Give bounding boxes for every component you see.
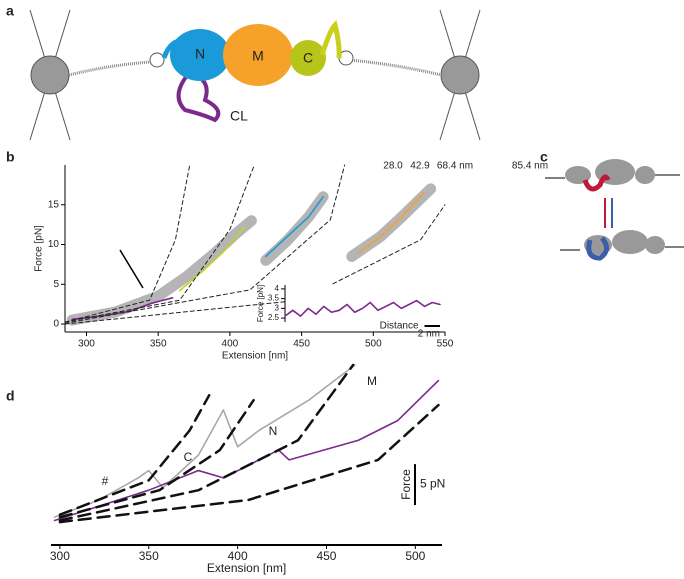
annotation: N [269,424,278,438]
x-tick-label: 300 [78,339,95,350]
trace [64,164,191,323]
x-axis-label: Extension [nm] [222,351,288,362]
cl-loop [176,70,221,123]
trace [53,379,440,522]
trace [58,403,440,524]
trace [358,192,425,254]
domain-label: N [195,46,205,62]
x-axis-label: Extension [nm] [207,561,286,575]
trace [58,363,355,522]
y-tick-label: 5 [53,279,59,290]
domain-c [290,40,326,76]
domain [565,166,591,184]
y-tick-label: 0 [53,319,59,330]
trace [53,364,356,518]
protein-diagram: N M C CL [29,9,481,141]
annotation: 85.4 nm [512,161,548,172]
linker-label: CL [230,108,248,124]
trace [64,164,346,324]
annotation: 28.0 [383,161,403,172]
inset-frame [284,284,441,323]
trace [64,164,255,323]
x-tick-label: 500 [405,549,425,563]
domain-n [170,29,230,81]
trace [58,394,211,516]
dna-handle [349,58,442,77]
linker-bead [149,52,165,68]
dna-handle [68,60,151,77]
x-tick-label: 400 [228,549,248,563]
y-tick-label: 3 [275,303,280,312]
bead [440,55,480,95]
folded-cl [586,236,609,261]
y-tick-label: 10 [48,239,60,250]
unfolded-cl [582,174,611,192]
y-tick-label: 4 [275,284,280,293]
trace [264,196,324,258]
x-axis-label: Distance [380,321,419,332]
domain [645,236,665,254]
y-tick-label: 15 [48,199,60,210]
domain-label: C [303,50,313,66]
annotation: 68.4 nm [437,161,473,172]
panel-labels: a b c d [6,3,548,404]
x-tick-label: 350 [150,339,167,350]
x-tick-label: 450 [293,339,310,350]
annotation: 42.9 [410,161,430,172]
bead [30,55,70,95]
trace [66,215,257,326]
x-tick-label: 550 [437,339,454,350]
domain [635,166,655,184]
trace [284,299,441,317]
x-tick-label: 350 [139,549,159,563]
annotation: C [184,450,193,464]
panel-label: d [6,388,15,404]
domain [612,230,648,254]
y-axis-label: Force [pN] [256,285,265,322]
scale-title: Force [399,469,413,500]
trace [178,226,246,292]
trace [64,204,446,325]
annotation: # [102,474,109,488]
conformation-diagram [545,159,684,261]
annotation: M [367,374,377,388]
c-tail [319,20,342,59]
x-tick-label: 450 [316,549,336,563]
x-tick-label: 500 [365,339,382,350]
x-tick-label: 300 [50,549,70,563]
y-tick-label: 3.5 [268,294,280,303]
domain-label: M [252,48,264,64]
panel-label: b [6,149,15,165]
y-tick-label: 2.5 [268,313,280,322]
x-tick-label: 400 [222,339,239,350]
y-axis-label: Force [pN] [34,225,45,272]
trace [58,398,255,519]
scale-label: 2 nm [418,329,440,340]
domain-m [223,24,293,86]
panel-label: a [6,3,14,19]
pointer-arrow [119,249,144,289]
scale-label: 5 pN [420,477,445,491]
panel-label: c [540,149,548,165]
